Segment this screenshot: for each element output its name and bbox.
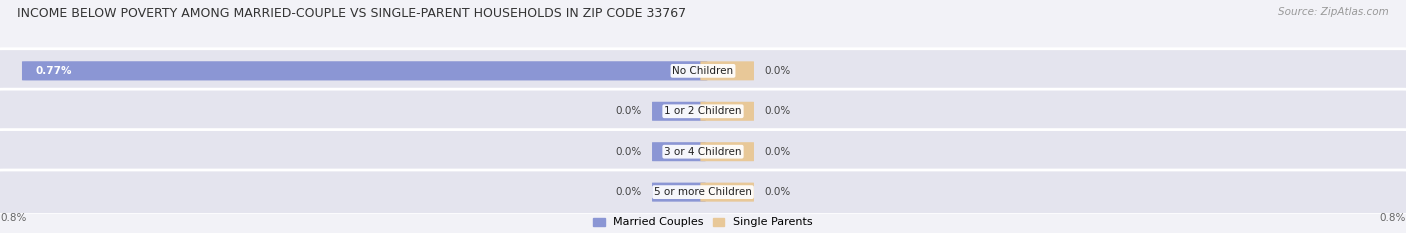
FancyBboxPatch shape	[22, 61, 707, 80]
Text: 0.0%: 0.0%	[765, 106, 790, 116]
FancyBboxPatch shape	[652, 102, 706, 121]
Text: 0.0%: 0.0%	[765, 66, 790, 76]
Text: 0.0%: 0.0%	[616, 147, 641, 157]
FancyBboxPatch shape	[700, 61, 754, 80]
Text: 0.77%: 0.77%	[35, 66, 72, 76]
Text: 0.0%: 0.0%	[616, 187, 641, 197]
Text: 0.0%: 0.0%	[765, 187, 790, 197]
FancyBboxPatch shape	[700, 102, 754, 121]
FancyBboxPatch shape	[0, 170, 1406, 215]
Text: 3 or 4 Children: 3 or 4 Children	[664, 147, 742, 157]
Text: 5 or more Children: 5 or more Children	[654, 187, 752, 197]
Text: 0.0%: 0.0%	[765, 147, 790, 157]
Text: INCOME BELOW POVERTY AMONG MARRIED-COUPLE VS SINGLE-PARENT HOUSEHOLDS IN ZIP COD: INCOME BELOW POVERTY AMONG MARRIED-COUPL…	[17, 7, 686, 20]
Text: 0.8%: 0.8%	[1379, 213, 1406, 223]
Legend: Married Couples, Single Parents: Married Couples, Single Parents	[593, 217, 813, 227]
FancyBboxPatch shape	[652, 183, 706, 202]
FancyBboxPatch shape	[700, 183, 754, 202]
FancyBboxPatch shape	[0, 89, 1406, 134]
Text: Source: ZipAtlas.com: Source: ZipAtlas.com	[1278, 7, 1389, 17]
FancyBboxPatch shape	[700, 142, 754, 161]
FancyBboxPatch shape	[0, 130, 1406, 174]
Text: 1 or 2 Children: 1 or 2 Children	[664, 106, 742, 116]
FancyBboxPatch shape	[0, 49, 1406, 93]
Text: No Children: No Children	[672, 66, 734, 76]
FancyBboxPatch shape	[652, 142, 706, 161]
Text: 0.8%: 0.8%	[0, 213, 27, 223]
Text: 0.0%: 0.0%	[616, 106, 641, 116]
